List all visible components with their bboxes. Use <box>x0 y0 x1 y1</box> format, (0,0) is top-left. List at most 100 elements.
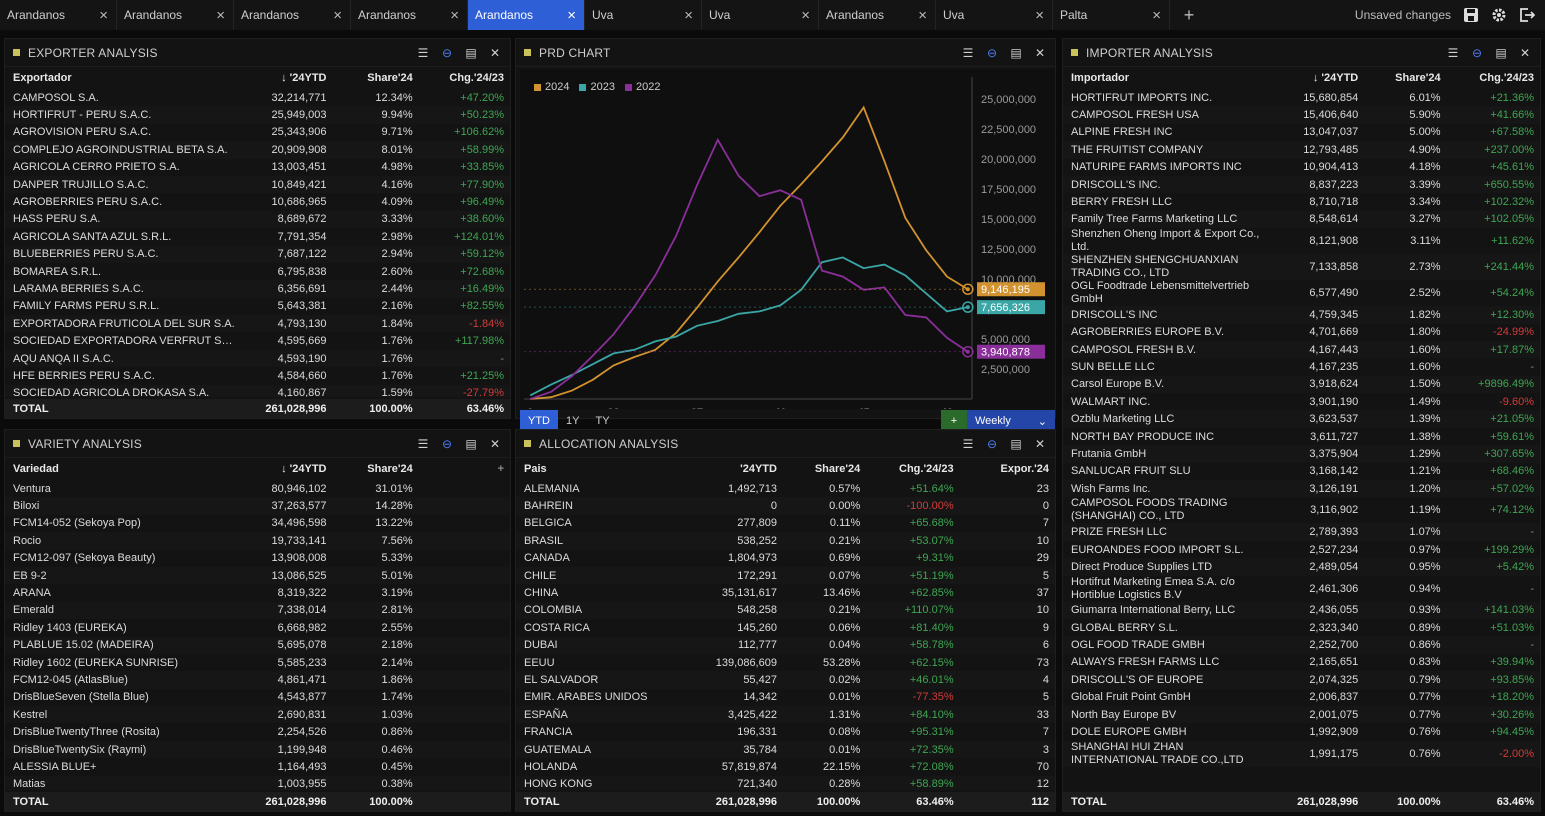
table-row[interactable]: DrisBlueTwentyThree (Rosita) 2,254,526 0.8… <box>5 723 510 740</box>
legend-item[interactable]: 2022 <box>624 81 660 93</box>
table-row[interactable]: Ridley 1602 (EUREKA SUNRISE) 5,585,233 2.1… <box>5 654 510 671</box>
gear-icon[interactable] <box>1491 7 1507 23</box>
table-row[interactable]: DRISCOLL'S INC. 8,837,223 3.39% +650.55% <box>1063 175 1540 194</box>
tab-close-icon[interactable]: × <box>684 6 693 24</box>
split-icon[interactable]: ▤ <box>1495 45 1507 60</box>
table-row[interactable]: Ozblu Marketing LLC 3,623,537 1.39% +21.05% <box>1063 410 1540 428</box>
tab-6[interactable]: Uva × <box>702 0 819 30</box>
table-row[interactable]: OGL FOOD TRADE GMBH 2,252,700 0.86% - <box>1063 636 1540 654</box>
table-row[interactable]: SHENZHEN SHENGCHUANXIAN TRADING CO., LTD… <box>1063 254 1540 281</box>
table-row[interactable]: EMIR. ARABES UNIDOS 14,342 0.01% -77.35% 5 <box>516 689 1055 706</box>
tab-5[interactable]: Uva × <box>585 0 702 30</box>
table-row[interactable]: COSTA RICA 145,260 0.06% +81.40% 9 <box>516 619 1055 636</box>
table-row[interactable]: BELGICA 277,809 0.11% +65.68% 7 <box>516 515 1055 532</box>
close-icon[interactable]: ✕ <box>489 436 501 451</box>
table-row[interactable]: Kestrel 2,690,831 1.03% <box>5 706 510 724</box>
table-row[interactable]: LARAMA BERRIES S.A.C. 6,356,691 2.44% +16.4… <box>5 280 510 298</box>
table-row[interactable]: NORTH BAY PRODUCE INC 3,611,727 1.38% +59.6… <box>1063 428 1540 445</box>
tab-close-icon[interactable]: × <box>567 6 576 24</box>
table-row[interactable]: HOLANDA 57,819,874 22.15% +72.08% 70 <box>516 758 1055 775</box>
table-row[interactable]: FCM12-097 (Sekoya Beauty) 13,908,008 5.33% <box>5 550 510 567</box>
table-row[interactable]: Giumarra International Berry, LLC 2,436,0… <box>1063 601 1540 619</box>
tab-9[interactable]: Palta × <box>1053 0 1170 30</box>
table-row[interactable]: SUN BELLE LLC 4,167,235 1.60% - <box>1063 358 1540 375</box>
tab-close-icon[interactable]: × <box>1035 6 1044 24</box>
table-row[interactable]: Shenzhen Oheng Import & Export Co., Ltd.… <box>1063 228 1540 254</box>
add-series-button[interactable]: + <box>941 410 967 432</box>
table-row[interactable]: HFE BERRIES PERU S.A.C. 4,584,660 1.76% +21… <box>5 367 510 384</box>
table-row[interactable]: HASS PERU S.A. 8,689,672 3.33% +38.60% <box>5 210 510 229</box>
table-row[interactable]: FAMILY FARMS PERU S.R.L. 5,643,381 2.16% +8… <box>5 298 510 315</box>
table-row[interactable]: CAMPOSOL S.A. 32,214,771 12.34% +47.20% <box>5 89 510 106</box>
column-header[interactable]: Importador <box>1071 72 1130 84</box>
close-icon[interactable]: ✕ <box>1519 45 1531 60</box>
column-header[interactable]: Variedad <box>13 463 59 475</box>
table-row[interactable]: NATURIPE FARMS IMPORTS INC 10,904,413 4.18… <box>1063 159 1540 176</box>
tab-close-icon[interactable]: × <box>918 6 927 24</box>
table-row[interactable]: EXPORTADORA FRUTICOLA DEL SUR S.A. 4,793,… <box>5 315 510 333</box>
column-header[interactable]: Expor.'24 <box>1000 463 1049 475</box>
column-header[interactable]: ↓ '24YTD <box>281 72 327 84</box>
table-row[interactable]: GUATEMALA 35,784 0.01% +72.35% 3 <box>516 740 1055 759</box>
column-header[interactable]: Chg.'24/23 <box>1479 72 1534 84</box>
table-row[interactable]: HONG KONG 721,340 0.28% +58.89% 12 <box>516 775 1055 790</box>
table-row[interactable]: North Bay Europe BV 2,001,075 0.77% +30.26% <box>1063 705 1540 724</box>
table-row[interactable]: BOMAREA S.R.L. 6,795,838 2.60% +72.68% <box>5 263 510 280</box>
table-row[interactable]: FCM14-052 (Sekoya Pop) 34,496,598 13.22% <box>5 515 510 532</box>
tab-close-icon[interactable]: × <box>1152 6 1161 24</box>
table-row[interactable]: AGROBERRIES PERU S.A.C. 10,686,965 4.09% +9… <box>5 193 510 210</box>
table-row[interactable]: Carsol Europe B.V. 3,918,624 1.50% +9896.49… <box>1063 375 1540 394</box>
tab-2[interactable]: Arandanos × <box>234 0 351 30</box>
table-row[interactable]: Matias 1,003,955 0.38% <box>5 775 510 790</box>
logout-icon[interactable] <box>1519 7 1536 23</box>
period-select[interactable]: Weekly ⌄ <box>967 410 1055 432</box>
close-icon[interactable]: ✕ <box>1034 45 1046 60</box>
table-row[interactable]: AGRICOLA CERRO PRIETO S.A. 13,003,451 4.98… <box>5 159 510 176</box>
table-row[interactable]: AGROVISION PERU S.A.C. 25,343,906 9.71% +10… <box>5 124 510 141</box>
split-icon[interactable]: ▤ <box>465 436 477 451</box>
table-row[interactable]: AGROBERRIES EUROPE B.V. 4,701,669 1.80% -24… <box>1063 324 1540 341</box>
legend-item[interactable]: 2024 <box>534 81 569 93</box>
settings-sliders-icon[interactable]: ☰ <box>417 436 429 451</box>
link-icon[interactable]: ⊖ <box>1471 45 1483 60</box>
table-row[interactable]: BRASIL 538,252 0.21% +53.07% 10 <box>516 532 1055 550</box>
link-icon[interactable]: ⊖ <box>986 436 998 451</box>
table-row[interactable]: Ventura 80,946,102 31.01% <box>5 480 510 497</box>
tab-8[interactable]: Uva × <box>936 0 1053 30</box>
table-row[interactable]: AGRICOLA SANTA AZUL S.R.L. 7,791,354 2.98%… <box>5 228 510 245</box>
table-row[interactable]: ALESSIA BLUE+ 1,164,493 0.45% <box>5 758 510 775</box>
table-row[interactable]: Hortifrut Marketing Emea S.A. c/o Hortib… <box>1063 576 1540 602</box>
tab-1[interactable]: Arandanos × <box>117 0 234 30</box>
table-row[interactable]: DANPER TRUJILLO S.A.C. 10,849,421 4.16% +77… <box>5 175 510 194</box>
table-row[interactable]: COLOMBIA 548,258 0.21% +110.07% 10 <box>516 601 1055 620</box>
column-header[interactable]: ↓ '24YTD <box>281 463 327 475</box>
column-header[interactable]: Share'24 <box>814 463 861 475</box>
save-icon[interactable] <box>1463 7 1479 23</box>
link-icon[interactable]: ⊖ <box>986 45 998 60</box>
column-header[interactable]: Share'24 <box>1395 72 1441 84</box>
table-row[interactable]: CAMPOSOL FOODS TRADING (SHANGHAI) CO., L… <box>1063 497 1540 523</box>
settings-sliders-icon[interactable]: ☰ <box>962 45 974 60</box>
settings-sliders-icon[interactable]: ☰ <box>1447 45 1459 60</box>
table-row[interactable]: SHANGHAI HUI ZHAN INTERNATIONAL TRADE CO… <box>1063 740 1540 767</box>
table-row[interactable]: FRANCIA 196,331 0.08% +95.31% 7 <box>516 723 1055 740</box>
table-row[interactable]: SANLUCAR FRUIT SLU 3,168,142 1.21% +68.46% <box>1063 463 1540 480</box>
column-header[interactable]: Exportador <box>13 72 72 84</box>
table-row[interactable]: FCM12-045 (AtlasBlue) 4,861,471 1.86% <box>5 671 510 689</box>
table-row[interactable]: CHILE 172,291 0.07% +51.19% 5 <box>516 566 1055 585</box>
split-icon[interactable]: ▤ <box>1010 45 1022 60</box>
settings-sliders-icon[interactable]: ☰ <box>962 436 974 451</box>
table-row[interactable]: BERRY FRESH LLC 8,710,718 3.34% +102.32% <box>1063 193 1540 210</box>
column-header[interactable]: Chg.'24/23 <box>899 463 954 475</box>
tab-close-icon[interactable]: × <box>333 6 342 24</box>
tab-0[interactable]: Arandanos × <box>0 0 117 30</box>
table-row[interactable]: DRISCOLL'S INC 4,759,345 1.82% +12.30% <box>1063 306 1540 324</box>
table-row[interactable]: DrisBlueSeven (Stella Blue) 4,543,877 1.74… <box>5 689 510 706</box>
table-row[interactable]: Family Tree Farms Marketing LLC 8,548,614… <box>1063 210 1540 229</box>
close-icon[interactable]: ✕ <box>1034 436 1046 451</box>
settings-sliders-icon[interactable]: ☰ <box>417 45 429 60</box>
tab-close-icon[interactable]: × <box>99 6 108 24</box>
tab-close-icon[interactable]: × <box>216 6 225 24</box>
chart-area[interactable]: 25,000,000 22,500,000 20,000,000 17,500,000… <box>520 69 1055 419</box>
table-row[interactable]: SOCIEDAD EXPORTADORA VERFRUT S.A.C. 4,595… <box>5 332 510 349</box>
